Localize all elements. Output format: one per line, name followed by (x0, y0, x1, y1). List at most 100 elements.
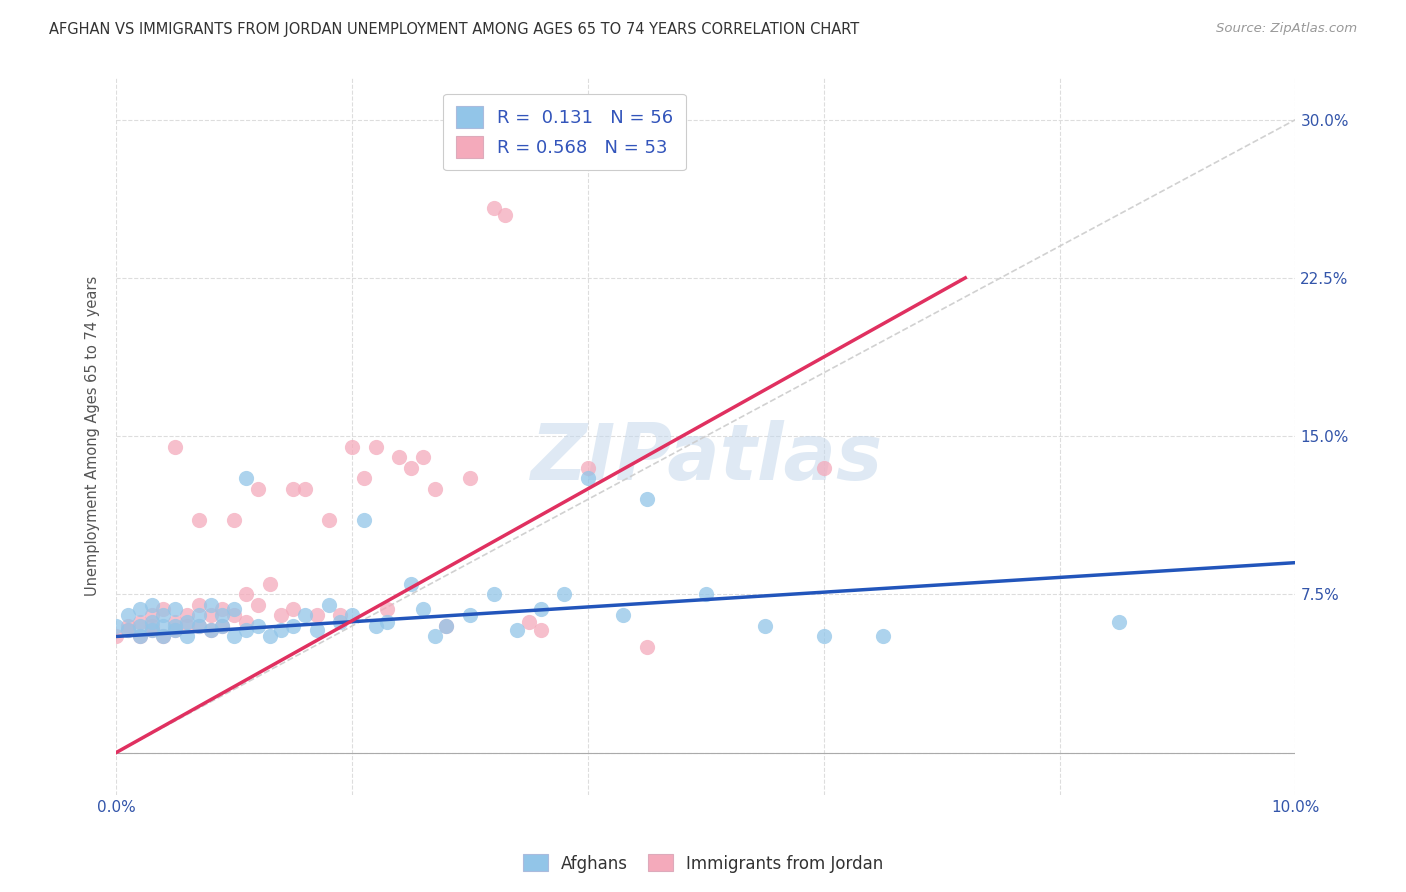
Point (235, 471, 257, 485)
Point (235, 615, 257, 629)
Point (636, 640, 658, 654)
Point (141, 608, 163, 623)
Point (1108, 615, 1130, 629)
Point (318, 598, 340, 612)
Point (117, 623, 139, 637)
Point (813, 460, 835, 475)
Point (305, 608, 328, 623)
Point (117, 623, 139, 637)
Point (224, 602, 246, 616)
Point (176, 619, 198, 633)
Point (152, 630, 174, 644)
Point (754, 619, 776, 633)
Point (128, 615, 150, 629)
Point (412, 450, 434, 465)
Point (329, 615, 352, 629)
Text: ZIPatlas: ZIPatlas (530, 419, 882, 496)
Point (211, 602, 233, 616)
Point (259, 630, 281, 644)
Point (281, 602, 304, 616)
Point (200, 598, 222, 612)
Point (530, 602, 553, 616)
Point (246, 482, 269, 496)
Point (423, 482, 446, 496)
Point (176, 630, 198, 644)
Point (165, 440, 187, 454)
Point (329, 608, 352, 623)
Point (141, 619, 163, 633)
Point (377, 602, 399, 616)
Point (187, 513, 209, 527)
Point (399, 576, 422, 591)
Point (128, 630, 150, 644)
Point (270, 608, 292, 623)
Legend: Afghans, Immigrants from Jordan: Afghans, Immigrants from Jordan (516, 847, 890, 880)
Point (105, 619, 128, 633)
Point (235, 587, 257, 601)
Point (813, 630, 835, 644)
Point (211, 608, 233, 623)
Point (340, 440, 363, 454)
Point (553, 587, 575, 601)
Point (176, 615, 198, 629)
Point (576, 460, 599, 475)
Point (141, 623, 163, 637)
Point (117, 619, 139, 633)
Point (211, 619, 233, 633)
Point (141, 623, 163, 637)
Point (695, 587, 717, 601)
Point (340, 608, 363, 623)
Point (353, 513, 375, 527)
Point (636, 492, 658, 507)
Point (458, 608, 481, 623)
Point (165, 619, 187, 633)
Point (482, 587, 505, 601)
Point (200, 608, 222, 623)
Point (128, 602, 150, 616)
Point (458, 471, 481, 485)
Text: AFGHAN VS IMMIGRANTS FROM JORDAN UNEMPLOYMENT AMONG AGES 65 TO 74 YEARS CORRELAT: AFGHAN VS IMMIGRANTS FROM JORDAN UNEMPLO… (49, 22, 859, 37)
Point (436, 619, 458, 633)
Legend: R =  0.131   N = 56, R = 0.568   N = 53: R = 0.131 N = 56, R = 0.568 N = 53 (443, 94, 686, 170)
Point (259, 576, 281, 591)
Point (482, 201, 505, 215)
Point (388, 450, 411, 465)
Point (612, 608, 634, 623)
Point (165, 602, 187, 616)
Point (235, 623, 257, 637)
Point (270, 623, 292, 637)
Point (128, 619, 150, 633)
Point (281, 482, 304, 496)
Point (165, 623, 187, 637)
Text: Source: ZipAtlas.com: Source: ZipAtlas.com (1216, 22, 1357, 36)
Point (530, 623, 553, 637)
Point (246, 619, 269, 633)
Point (506, 623, 529, 637)
Point (224, 630, 246, 644)
Point (128, 630, 150, 644)
Point (187, 619, 209, 633)
Point (200, 623, 222, 637)
Point (141, 598, 163, 612)
Point (576, 471, 599, 485)
Point (187, 608, 209, 623)
Point (353, 471, 375, 485)
Point (152, 602, 174, 616)
Point (224, 608, 246, 623)
Point (211, 619, 233, 633)
Point (105, 630, 128, 644)
Point (423, 630, 446, 644)
Point (436, 619, 458, 633)
Point (517, 615, 540, 629)
Point (364, 440, 387, 454)
Point (318, 513, 340, 527)
Point (187, 619, 209, 633)
Point (187, 598, 209, 612)
Point (494, 208, 516, 222)
Point (152, 619, 174, 633)
Point (412, 602, 434, 616)
Point (141, 615, 163, 629)
Point (246, 598, 269, 612)
Point (200, 623, 222, 637)
Point (224, 513, 246, 527)
